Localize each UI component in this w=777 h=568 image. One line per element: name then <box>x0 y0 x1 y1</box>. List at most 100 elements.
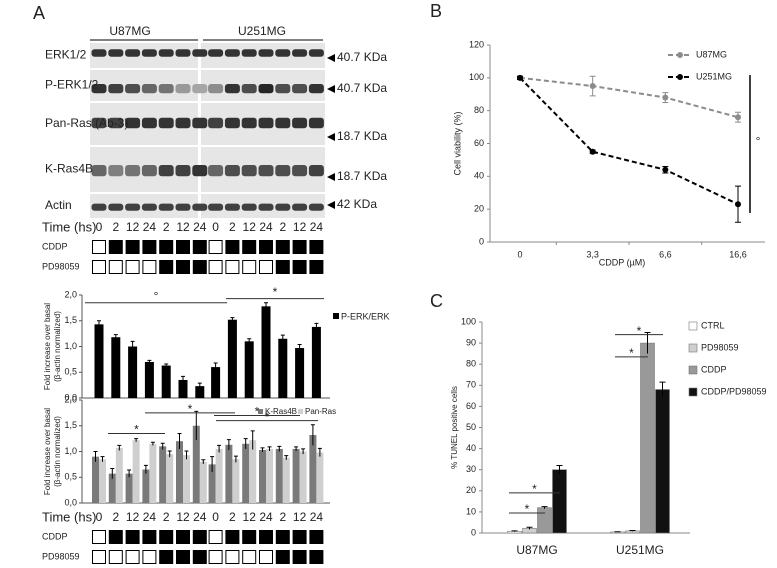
blot-band <box>208 83 224 94</box>
time-value: 24 <box>143 220 157 234</box>
treatment-box <box>309 260 324 274</box>
error-bar <box>147 359 152 364</box>
treatment-box <box>142 530 157 544</box>
blot-band <box>308 203 324 211</box>
blot-band <box>275 83 291 94</box>
legend-label: PD98059 <box>701 342 739 352</box>
bar <box>295 348 305 398</box>
bar <box>115 447 123 503</box>
panel-label: A <box>33 3 45 23</box>
blot-row-label: Pan-Ras (Ab-3) <box>45 116 128 130</box>
treatment-box <box>159 550 174 564</box>
y-tick-label: 40 <box>466 443 476 453</box>
treatment-box <box>275 550 290 564</box>
treatment-box <box>259 260 273 274</box>
error-bar <box>233 455 238 463</box>
error-bar <box>110 467 115 479</box>
treatment-box <box>225 260 240 274</box>
y-tick-label: 0,5 <box>64 472 77 482</box>
treatment-box <box>125 240 140 254</box>
treatment-box <box>208 550 223 564</box>
point <box>589 148 596 155</box>
blot-row-label: ERK1/2 <box>45 48 87 62</box>
bar <box>208 464 216 503</box>
error-bar <box>317 447 322 457</box>
bar <box>211 367 221 398</box>
blot-band <box>292 49 308 57</box>
point <box>662 94 669 101</box>
blot-band <box>224 49 240 57</box>
y-tick-label: 20 <box>466 485 476 495</box>
error-bar <box>260 447 265 453</box>
treatment-box <box>92 530 106 544</box>
bar <box>309 435 317 503</box>
error-bar <box>294 446 299 451</box>
error-bar <box>177 432 182 449</box>
blot-band <box>258 49 274 57</box>
treatment-box <box>125 260 140 274</box>
treatment-box <box>192 260 207 274</box>
time-value: 0 <box>212 510 219 524</box>
error-bar <box>267 446 272 451</box>
bar <box>161 365 171 398</box>
blot-band <box>125 165 141 177</box>
error-bar <box>217 444 222 453</box>
panel-label: C <box>430 291 443 311</box>
time-value: 12 <box>176 220 190 234</box>
line <box>519 77 739 206</box>
bar <box>316 452 324 503</box>
bar <box>215 448 223 503</box>
treatment-box <box>275 260 290 274</box>
bar <box>183 455 190 503</box>
y-tick-label: 2,0 <box>64 289 77 299</box>
error-bar <box>127 469 132 478</box>
y-axis-label: Fold increase over basal <box>43 303 52 390</box>
y-tick-label: 40 <box>474 171 484 181</box>
bar <box>225 444 233 503</box>
error-bar <box>556 464 563 474</box>
treatment-box <box>192 550 207 564</box>
time-value: 0 <box>96 510 103 524</box>
y-tick-label: 90 <box>466 337 476 347</box>
blot-band <box>258 203 274 211</box>
blot-row-label: Actin <box>45 198 72 212</box>
blot-band <box>91 83 107 94</box>
blot-band <box>158 165 174 177</box>
bar <box>278 338 288 398</box>
time-value: 24 <box>193 220 207 234</box>
legend-label: K-Ras4B <box>265 407 297 416</box>
treatment-box <box>225 530 240 544</box>
treatment-box <box>142 550 157 564</box>
legend-marker <box>677 52 683 58</box>
treatment-box <box>259 240 273 254</box>
y-tick-label: 0,0 <box>64 392 77 402</box>
bar <box>142 469 150 503</box>
bar <box>132 440 140 503</box>
error-bar <box>301 448 306 455</box>
error-bar <box>201 459 206 464</box>
point <box>735 201 741 208</box>
kda-label: 42 KDa <box>337 197 377 211</box>
bar <box>242 443 250 503</box>
time-value: 12 <box>293 220 307 234</box>
blot-band <box>108 165 124 177</box>
treatment-label: CDDP <box>42 531 68 541</box>
time-value: 2 <box>163 220 170 234</box>
annotation: ° <box>756 134 761 148</box>
blot-band <box>241 83 257 94</box>
treatment-box <box>92 550 106 564</box>
blot-band <box>192 49 208 57</box>
time-value: 12 <box>293 510 307 524</box>
blot-band <box>108 117 124 129</box>
blot-band <box>175 49 191 57</box>
treatment-box <box>142 240 157 254</box>
legend-label: CTRL <box>701 320 725 330</box>
error-bar <box>280 334 285 343</box>
treatment-box <box>242 530 257 544</box>
bar <box>311 326 321 398</box>
blot-band <box>258 165 274 177</box>
blot-band <box>275 203 291 211</box>
treatment-box <box>108 530 123 544</box>
blot-band <box>91 49 107 57</box>
annotation: * <box>265 410 270 424</box>
